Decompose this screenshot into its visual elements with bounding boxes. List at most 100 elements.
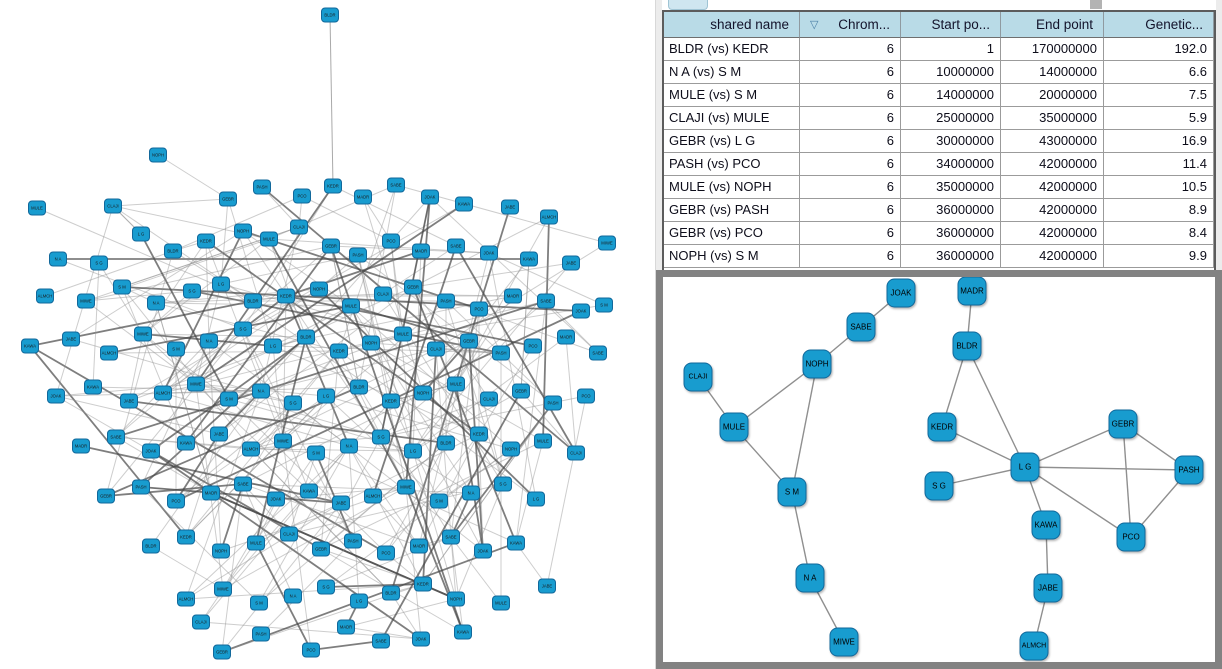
network-node[interactable]: N A — [200, 333, 218, 349]
node-noph[interactable]: NOPH — [802, 349, 832, 379]
table-cell[interactable]: GEBR (vs) PCO — [664, 222, 800, 245]
network-node[interactable]: KAWA — [21, 338, 39, 354]
network-node[interactable]: SABE — [442, 529, 460, 545]
table-cell[interactable]: 36000000 — [901, 222, 1001, 245]
table-row[interactable]: N A (vs) S M 6 10000000 14000000 6.6 — [664, 61, 1214, 84]
network-node[interactable]: NOPH — [447, 591, 465, 607]
network-node[interactable]: KEDR — [177, 529, 195, 545]
network-node[interactable]: JOAK — [267, 491, 285, 507]
table-row[interactable]: GEBR (vs) L G 6 30000000 43000000 16.9 — [664, 130, 1214, 153]
network-node[interactable]: MADR — [410, 538, 428, 554]
overview-network-canvas[interactable]: BLDR KEDR NOPH MULE CLAJI GEBR PASH PCO MADR SABE… — [0, 0, 655, 669]
network-node[interactable]: PCO — [377, 545, 395, 561]
table-cell[interactable]: 7.5 — [1104, 84, 1214, 107]
network-node[interactable]: BLDR — [297, 329, 315, 345]
node-gebr[interactable]: GEBR — [1108, 409, 1138, 439]
network-node[interactable]: N A — [340, 438, 358, 454]
network-node[interactable]: S M — [595, 297, 613, 313]
table-cell[interactable]: 10.5 — [1104, 176, 1214, 199]
network-node[interactable]: S G — [183, 283, 201, 299]
table-cell[interactable]: 35000000 — [901, 176, 1001, 199]
network-node[interactable]: MULE — [534, 433, 552, 449]
network-node[interactable]: MULE — [394, 326, 412, 342]
network-node[interactable]: MADR — [354, 189, 372, 205]
network-node[interactable]: ALMCH — [36, 288, 54, 304]
network-node[interactable]: MADR — [412, 243, 430, 259]
network-node[interactable]: ALMCH — [154, 385, 172, 401]
node-kedr[interactable]: KEDR — [927, 412, 957, 442]
network-node[interactable]: ALMCH — [364, 488, 382, 504]
network-node[interactable]: GEBR — [219, 191, 237, 207]
network-node[interactable]: ALMCH — [177, 591, 195, 607]
network-node[interactable]: S G — [494, 476, 512, 492]
network-node[interactable]: NOPH — [414, 385, 432, 401]
network-node[interactable]: MADR — [557, 329, 575, 345]
network-node[interactable]: JOAK — [474, 543, 492, 559]
network-node[interactable]: N A — [49, 251, 67, 267]
table-cell[interactable]: 1 — [901, 38, 1001, 61]
network-node[interactable]: SABE — [589, 345, 607, 361]
network-node[interactable]: L G — [527, 491, 545, 507]
network-node[interactable]: S G — [317, 579, 335, 595]
network-node[interactable]: MADR — [202, 485, 220, 501]
network-node[interactable]: MIWE — [397, 479, 415, 495]
network-node[interactable]: MIWE — [598, 235, 616, 251]
network-node[interactable]: KEDR — [324, 178, 342, 194]
network-node[interactable]: JABE — [120, 393, 138, 409]
node-miwe[interactable]: MIWE — [829, 627, 859, 657]
network-node[interactable]: CLAJI — [567, 445, 585, 461]
table-cell[interactable]: 6 — [800, 199, 901, 222]
network-node[interactable]: BLDR — [142, 538, 160, 554]
table-cell[interactable]: 42000000 — [1001, 199, 1104, 222]
network-node[interactable]: NOPH — [362, 335, 380, 351]
table-row[interactable]: BLDR (vs) KEDR 6 1 170000000 192.0 — [664, 38, 1214, 61]
network-node[interactable]: L G — [264, 338, 282, 354]
node-joak[interactable]: JOAK — [886, 278, 916, 308]
network-node[interactable]: N A — [284, 588, 302, 604]
network-node[interactable]: ALMCH — [100, 345, 118, 361]
table-cell[interactable]: 6 — [800, 38, 901, 61]
network-node[interactable]: L G — [132, 226, 150, 242]
network-node[interactable]: MULE — [447, 376, 465, 392]
network-node[interactable]: PCO — [293, 188, 311, 204]
table-row[interactable]: PASH (vs) PCO 6 34000000 42000000 11.4 — [664, 153, 1214, 176]
network-node[interactable]: PCO — [577, 388, 595, 404]
tab-fragment[interactable] — [668, 0, 708, 10]
network-node[interactable]: L G — [404, 443, 422, 459]
network-node[interactable]: MULE — [247, 535, 265, 551]
network-node[interactable]: CLAJI — [427, 341, 445, 357]
network-node[interactable]: JABE — [538, 578, 556, 594]
network-node[interactable]: L G — [212, 276, 230, 292]
network-node[interactable]: PASH — [253, 179, 271, 195]
detail-network-canvas[interactable]: JOAK MADR SABE NOPH BLDR CLAJI MULE KEDR GEBR L G… — [663, 277, 1215, 662]
table-cell[interactable]: 6 — [800, 61, 901, 84]
network-node[interactable]: L G — [317, 388, 335, 404]
network-node[interactable]: JOAK — [142, 443, 160, 459]
table-cell[interactable]: 16.9 — [1104, 130, 1214, 153]
network-node[interactable]: BLDR — [244, 293, 262, 309]
table-cell[interactable]: 25000000 — [901, 107, 1001, 130]
network-node[interactable]: KEDR — [330, 343, 348, 359]
network-node[interactable]: GEBR — [512, 383, 530, 399]
network-node[interactable]: JABE — [210, 426, 228, 442]
network-node[interactable]: KEDR — [277, 288, 295, 304]
network-node[interactable]: JOAK — [412, 631, 430, 647]
network-node[interactable]: BLDR — [321, 7, 339, 23]
network-node[interactable]: JABE — [501, 199, 519, 215]
network-node[interactable]: BLDR — [164, 243, 182, 259]
table-row[interactable]: CLAJI (vs) MULE 6 25000000 35000000 5.9 — [664, 107, 1214, 130]
network-node[interactable]: KAWA — [84, 379, 102, 395]
network-node[interactable]: KAWA — [454, 624, 472, 640]
table-cell[interactable]: 6 — [800, 130, 901, 153]
network-node[interactable]: JABE — [62, 331, 80, 347]
network-node[interactable]: MIWE — [274, 433, 292, 449]
table-cell[interactable]: 36000000 — [901, 245, 1001, 268]
table-cell[interactable]: 14000000 — [901, 84, 1001, 107]
table-cell[interactable]: 6 — [800, 176, 901, 199]
network-node[interactable]: SABE — [447, 238, 465, 254]
network-node[interactable]: PCO — [302, 642, 320, 658]
network-node[interactable]: KEDR — [197, 233, 215, 249]
column-header-start-point[interactable]: Start po... — [901, 12, 1001, 38]
network-node[interactable]: JABE — [562, 255, 580, 271]
network-node[interactable]: MADR — [504, 288, 522, 304]
